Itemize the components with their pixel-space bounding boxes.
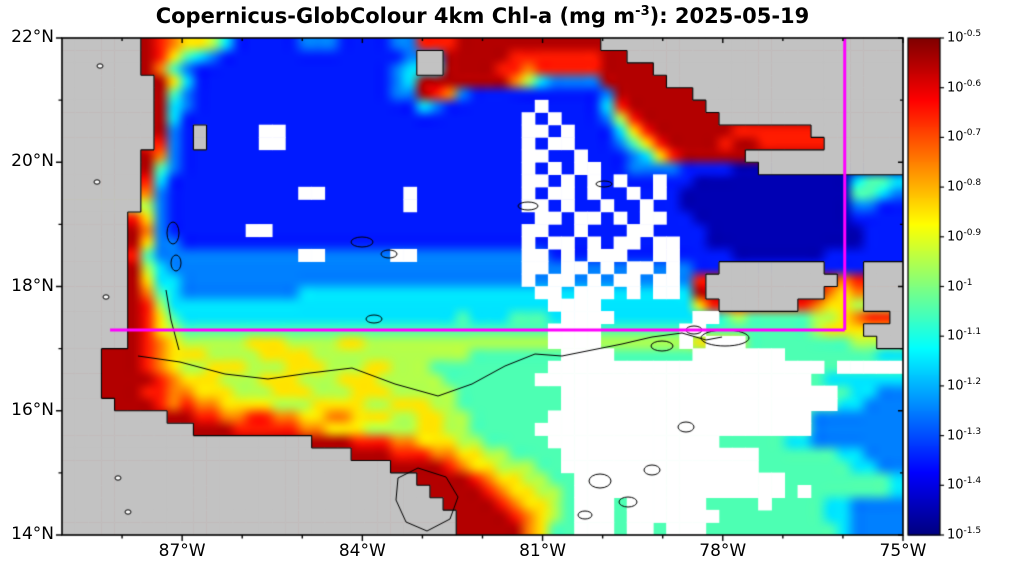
y-tick-label: 22°N [11, 27, 54, 47]
colorbar-tick-label: 10-1.5 [947, 526, 982, 543]
x-tick-label: 78°W [699, 541, 747, 561]
x-tick-label: 75°W [879, 541, 927, 561]
y-tick-label: 20°N [11, 151, 54, 172]
plot-title-date: ): 2025-05-19 [649, 4, 810, 28]
x-tick-label: 84°W [338, 541, 386, 561]
colorbar-tick-label: 10-1 [947, 277, 973, 294]
plot-title: Copernicus-GlobColour 4km Chl-a (mg m-3)… [62, 4, 903, 28]
y-tick-label: 18°N [11, 275, 54, 296]
y-tick-label: 16°N [11, 399, 54, 420]
colorbar-tick-label: 10-0.6 [947, 78, 982, 96]
x-tick-label: 81°W [519, 541, 567, 561]
colorbar-tick-label: 10-0.7 [947, 128, 982, 145]
x-tick-label: 87°W [158, 541, 206, 561]
plot-title-exponent: -3 [635, 4, 650, 19]
colorbar-tick-label: 10-1.1 [947, 327, 982, 344]
colorbar-tick-label: 10-0.9 [947, 227, 982, 245]
colorbar-tick-label: 10-1.3 [947, 426, 982, 443]
colorbar-tick-label: 10-1.2 [947, 376, 982, 394]
y-tick-label: 14°N [11, 524, 54, 544]
colorbar-tick-label: 10-0.5 [947, 29, 982, 46]
colorbar-tick-label: 10-0.8 [947, 178, 982, 195]
colorbar-tick-label: 10-1.4 [947, 476, 982, 493]
plot-title-text: Copernicus-GlobColour 4km Chl-a (mg m [155, 4, 636, 28]
